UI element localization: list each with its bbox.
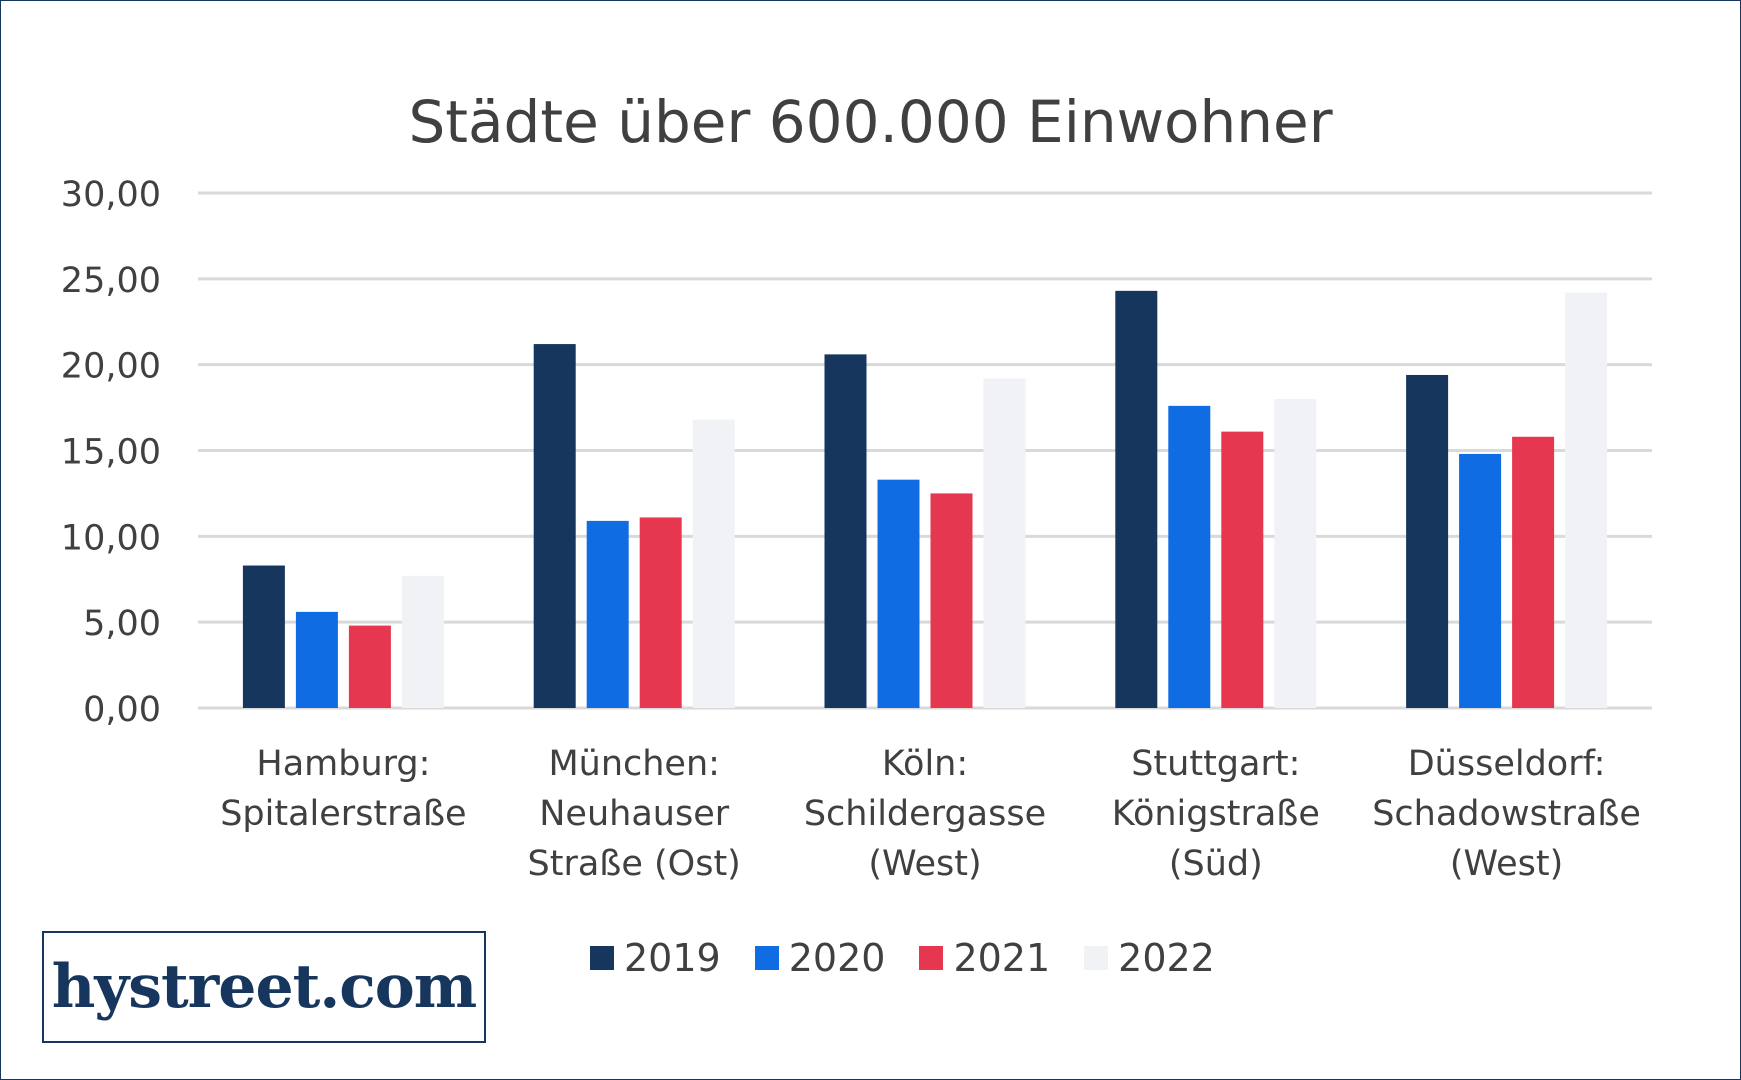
bar-2021-3: [1221, 431, 1264, 708]
legend-swatch: [754, 946, 779, 970]
bar-2020-3: [1168, 405, 1211, 708]
bar-2022-0: [401, 575, 444, 708]
bar-2019-3: [1115, 290, 1158, 708]
brand-logo: hystreet.com: [42, 931, 486, 1043]
bar-2021-4: [1512, 436, 1555, 708]
y-tick-label: 5,00: [83, 604, 161, 644]
x-category-label: Stuttgart:: [1131, 744, 1300, 784]
bar-2021-1: [639, 517, 682, 708]
bar-2022-1: [692, 419, 735, 708]
legend-item-2022: 2022: [1084, 936, 1215, 980]
x-category-label: Neuhauser: [539, 794, 729, 834]
bar-2021-0: [348, 625, 391, 708]
bar-2019-0: [242, 565, 285, 708]
legend-label: 2022: [1118, 936, 1215, 980]
legend-item-2019: 2019: [590, 936, 721, 980]
bar-2020-4: [1459, 453, 1502, 708]
legend-swatch: [1084, 946, 1109, 970]
x-category-label: (West): [1450, 844, 1563, 884]
bar-2019-4: [1406, 374, 1449, 708]
chart-legend: 2019 2020 2021 2022: [590, 936, 1215, 980]
x-category-label: Straße (Ost): [528, 844, 741, 884]
x-category-label: (Süd): [1169, 844, 1263, 884]
bar-2020-2: [877, 479, 920, 708]
x-category-label: Schildergasse: [804, 794, 1046, 834]
x-category-label: Köln:: [882, 744, 968, 784]
bar-2019-1: [533, 344, 576, 708]
x-category-label: Königstraße: [1112, 794, 1320, 834]
bar-2022-4: [1565, 292, 1608, 708]
x-category-label: Düsseldorf:: [1408, 744, 1606, 784]
bar-2020-1: [586, 520, 629, 708]
y-tick-label: 15,00: [61, 433, 161, 473]
bar-2019-2: [824, 354, 867, 708]
x-category-label: Hamburg:: [256, 744, 430, 784]
y-tick-label: 10,00: [61, 518, 161, 558]
x-category-label: Schadowstraße: [1372, 794, 1641, 834]
legend-swatch: [590, 946, 614, 970]
y-tick-label: 25,00: [61, 261, 161, 301]
x-category-label: München:: [548, 744, 720, 784]
x-category-label: (West): [868, 844, 981, 884]
legend-item-2021: 2021: [919, 936, 1050, 980]
brand-logo-text: hystreet.com: [51, 952, 478, 1022]
chart-title: Städte über 600.000 Einwohner: [408, 88, 1333, 156]
legend-label: 2019: [624, 936, 721, 980]
bar-2020-0: [295, 611, 338, 708]
legend-swatch: [919, 946, 944, 970]
legend-label: 2020: [788, 936, 886, 980]
y-tick-label: 0,00: [83, 690, 161, 730]
y-tick-label: 20,00: [61, 347, 161, 387]
bar-2022-2: [983, 378, 1026, 708]
x-category-label: Spitalerstraße: [220, 794, 466, 834]
bar-2021-2: [930, 493, 973, 708]
legend-item-2020: 2020: [754, 936, 886, 980]
y-tick-label: 30,00: [61, 175, 161, 215]
legend-label: 2021: [953, 936, 1051, 980]
bar-2022-3: [1274, 399, 1317, 708]
